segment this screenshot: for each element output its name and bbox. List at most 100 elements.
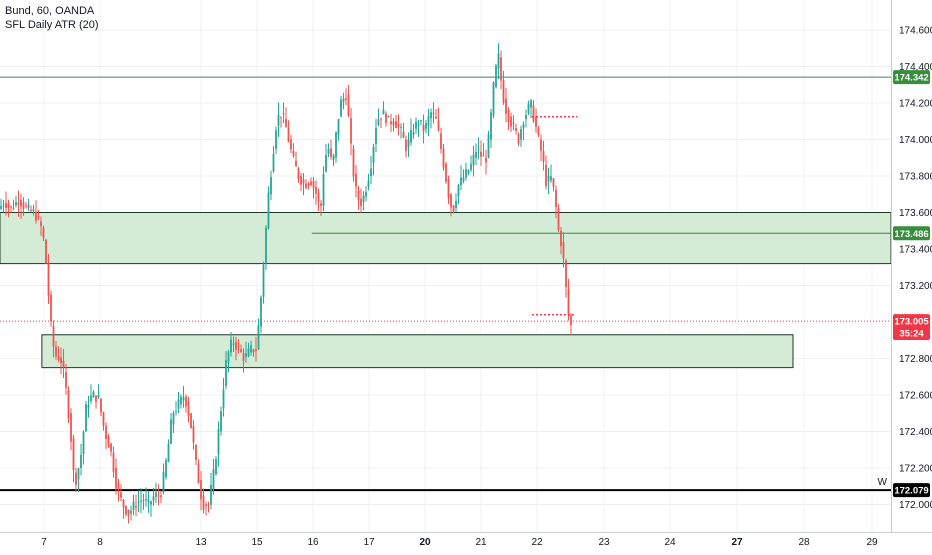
candle-body xyxy=(380,118,382,120)
candle-body xyxy=(557,207,560,230)
candle-body xyxy=(72,438,75,470)
candle-body xyxy=(365,191,367,197)
candle-body xyxy=(492,82,495,116)
candle-body xyxy=(122,499,125,508)
candle-body xyxy=(130,510,132,514)
price-tag xyxy=(893,70,930,85)
candle-body xyxy=(45,239,47,264)
candle-body xyxy=(307,183,310,186)
candle-body xyxy=(240,349,242,352)
candle-body xyxy=(187,401,190,416)
candle-body xyxy=(455,200,457,208)
candle-body xyxy=(0,205,2,209)
candle-body xyxy=(110,443,112,452)
candle-body xyxy=(452,205,455,212)
candle-body xyxy=(467,170,470,174)
candle-body xyxy=(350,118,352,144)
candle-body xyxy=(565,260,567,287)
candle-body xyxy=(225,359,227,386)
candle-body xyxy=(217,429,220,455)
candle-body xyxy=(530,100,532,108)
candle-body xyxy=(512,122,515,124)
candle-body xyxy=(385,113,387,123)
candle-body xyxy=(50,294,52,322)
price-tag-label: 173.005 xyxy=(894,317,929,328)
candle-body xyxy=(570,315,572,325)
candle-body xyxy=(25,205,27,207)
candle-body xyxy=(400,126,402,128)
candle-body xyxy=(180,396,182,405)
price-tag xyxy=(893,483,930,498)
y-tick-label: 173.200 xyxy=(899,281,932,292)
candle-body xyxy=(397,123,400,127)
candle-body xyxy=(47,262,50,296)
candle-body xyxy=(285,118,287,128)
candle-body xyxy=(332,155,335,161)
candle-body xyxy=(505,98,507,114)
candle-body xyxy=(275,130,277,149)
candle-body xyxy=(15,201,17,206)
candle-body xyxy=(160,495,162,498)
candle-body xyxy=(212,469,215,490)
candle-body xyxy=(40,221,42,227)
candle-body xyxy=(100,398,102,413)
support-resistance-zone xyxy=(0,212,892,265)
candle-body xyxy=(137,501,140,504)
candle-body xyxy=(185,396,187,407)
candle-body xyxy=(352,148,355,177)
candle-body xyxy=(202,495,205,510)
x-tick-label: 17 xyxy=(363,537,375,548)
candle-body xyxy=(22,202,25,209)
candle-body xyxy=(10,206,12,208)
candle-body xyxy=(282,113,285,115)
candle-body xyxy=(62,360,65,368)
candle-body xyxy=(145,499,147,501)
candle-body xyxy=(507,109,510,123)
candle-body xyxy=(65,372,67,388)
level-label: W xyxy=(878,477,888,488)
candle-body xyxy=(237,345,240,347)
candle-body xyxy=(197,464,200,484)
y-tick-label: 172.600 xyxy=(899,391,932,402)
candle-body xyxy=(540,139,542,151)
candle-body xyxy=(215,458,217,475)
y-tick-label: 173.600 xyxy=(899,208,932,219)
chart-legend: Bund, 60, OANDA SFL Daily ATR (20) xyxy=(5,4,99,32)
y-tick-label: 173.800 xyxy=(899,172,932,183)
candle-body xyxy=(442,148,445,168)
candle-body xyxy=(287,128,290,142)
x-tick-label: 22 xyxy=(531,537,543,548)
candle-body xyxy=(152,496,155,501)
x-tick-label: 13 xyxy=(195,537,207,548)
candle-body xyxy=(320,203,322,207)
candle-body xyxy=(355,173,357,187)
candle-body xyxy=(32,209,35,211)
candle-body xyxy=(67,390,70,419)
y-tick-label: 172.800 xyxy=(899,354,932,365)
y-tick-label: 173.400 xyxy=(899,245,932,256)
candle-body xyxy=(300,176,302,185)
price-tag-label: 174.342 xyxy=(894,73,928,84)
indicator-label: SFL Daily ATR (20) xyxy=(5,19,99,31)
candle-body xyxy=(182,397,185,401)
candle-body xyxy=(162,471,165,493)
candle-body xyxy=(82,431,85,455)
support-resistance-zone xyxy=(41,334,794,369)
candle-body xyxy=(340,99,342,117)
candle-body xyxy=(555,189,557,208)
y-tick-label: 172.000 xyxy=(899,500,932,511)
candle-body xyxy=(312,180,315,188)
candle-body xyxy=(262,264,265,297)
candle-body xyxy=(52,326,55,347)
candle-body xyxy=(315,186,317,194)
candle-body xyxy=(407,139,410,148)
x-tick-label: 27 xyxy=(731,537,743,548)
x-tick-label: 20 xyxy=(419,537,431,548)
candle-body xyxy=(157,495,160,497)
candle-body xyxy=(360,198,362,206)
candle-body xyxy=(427,115,430,126)
candle-body xyxy=(265,227,267,263)
y-tick-label: 174.400 xyxy=(899,62,932,73)
